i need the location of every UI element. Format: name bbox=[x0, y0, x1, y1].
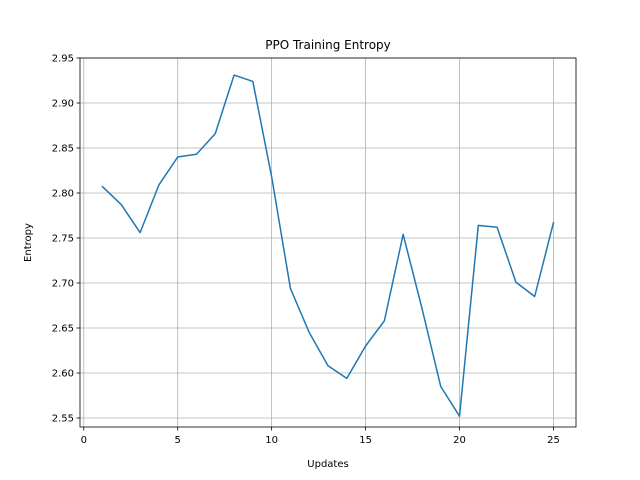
x-axis-ticks: 0 5 10 15 20 25 bbox=[81, 427, 560, 446]
y-tick-label: 2.60 bbox=[52, 369, 74, 380]
y-tick-label: 2.80 bbox=[52, 189, 74, 200]
y-tick-label: 2.65 bbox=[52, 324, 74, 335]
y-axis-ticks: 2.55 2.60 2.65 2.70 2.75 2.80 2.85 2.90 2.95 bbox=[52, 54, 80, 425]
y-tick-label: 2.70 bbox=[52, 279, 74, 290]
y-tick-label: 2.95 bbox=[52, 54, 74, 65]
series-line-0 bbox=[101, 74, 555, 417]
series-layer bbox=[101, 74, 555, 417]
chart-title: PPO Training Entropy bbox=[265, 38, 391, 52]
x-tick-label: 5 bbox=[175, 435, 181, 446]
x-tick-label: 15 bbox=[359, 435, 372, 446]
y-tick-label: 2.90 bbox=[52, 99, 74, 110]
plot-frame bbox=[79, 57, 577, 428]
x-tick-label: 10 bbox=[265, 435, 278, 446]
x-tick-label: 20 bbox=[453, 435, 466, 446]
y-tick-label: 2.75 bbox=[52, 234, 74, 245]
x-tick-label: 25 bbox=[547, 435, 560, 446]
x-axis-label: Updates bbox=[307, 459, 348, 470]
y-axis-label: Entropy bbox=[23, 223, 34, 262]
y-tick-label: 2.55 bbox=[52, 414, 74, 425]
x-tick-label: 0 bbox=[81, 435, 87, 446]
y-tick-label: 2.85 bbox=[52, 144, 74, 155]
grid-lines bbox=[80, 57, 576, 427]
